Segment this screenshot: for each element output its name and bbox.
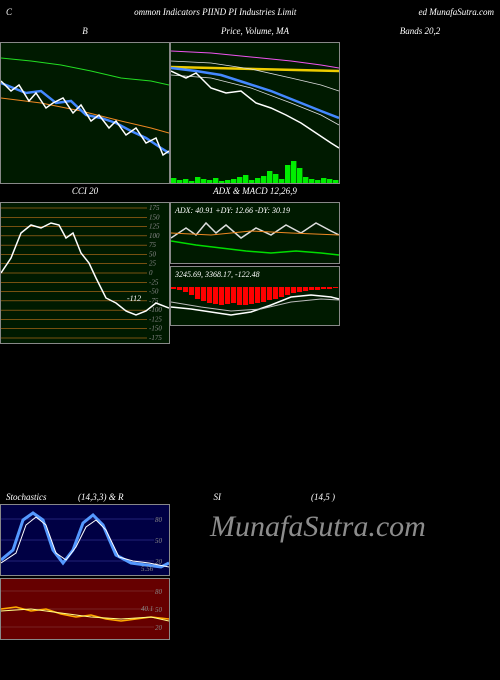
volume-ma-chart bbox=[170, 42, 340, 184]
adx-macd-stack: ADX: 40.91 +DY: 12.66 -DY: 30.19 3245.69… bbox=[170, 202, 340, 344]
svg-text:175: 175 bbox=[149, 204, 160, 212]
si-params: (14,5 ) bbox=[311, 492, 335, 502]
rsi-chart: 80 50 20 40.1 bbox=[0, 578, 170, 640]
empty-cell-2 bbox=[340, 184, 500, 202]
svg-text:80: 80 bbox=[155, 516, 163, 524]
svg-text:40.1: 40.1 bbox=[141, 605, 153, 613]
title-price-vol-ma: Price, Volume, MA bbox=[170, 24, 340, 42]
empty-cell-1 bbox=[340, 42, 500, 184]
svg-text:150: 150 bbox=[149, 213, 160, 221]
svg-text:125: 125 bbox=[149, 223, 160, 231]
svg-text:100: 100 bbox=[149, 232, 160, 240]
svg-text:50: 50 bbox=[155, 537, 163, 545]
svg-text:-25: -25 bbox=[149, 278, 159, 286]
title-b: B bbox=[0, 24, 170, 42]
stoch-params: (14,3,3) & R bbox=[78, 492, 124, 502]
svg-text:50: 50 bbox=[155, 606, 163, 614]
cci-chart: 1751501251007550250-25-50-75-100-125-150… bbox=[0, 202, 170, 344]
si-label: SI bbox=[214, 492, 222, 502]
svg-text:5.56: 5.56 bbox=[141, 565, 154, 573]
stoch-label: Stochastics bbox=[6, 492, 47, 502]
stochastics-section: Stochastics (14,3,3) & R SI (14,5 ) 80 50… bbox=[0, 490, 500, 640]
svg-text:-50: -50 bbox=[149, 288, 159, 296]
title-cci: CCI 20 bbox=[0, 184, 170, 202]
svg-text:-150: -150 bbox=[149, 325, 162, 333]
svg-text:3245.69, 3368.17, -122.48: 3245.69, 3368.17, -122.48 bbox=[174, 270, 260, 279]
svg-text:50: 50 bbox=[149, 250, 157, 258]
header-mid: ommon Indicators PIIND PI Industries Lim… bbox=[134, 7, 296, 17]
header-right: ed MunafaSutra.com bbox=[418, 7, 494, 17]
svg-text:-175: -175 bbox=[149, 334, 162, 342]
chart-grid: B Price, Volume, MA Bands 20,2 CCI 20 AD… bbox=[0, 24, 500, 344]
empty-cell-3 bbox=[340, 202, 500, 344]
title-bands: Bands 20,2 bbox=[340, 24, 500, 42]
macd-chart: 3245.69, 3368.17, -122.48 bbox=[170, 266, 340, 326]
adx-chart: ADX: 40.91 +DY: 12.66 -DY: 30.19 bbox=[170, 202, 340, 264]
svg-text:-125: -125 bbox=[149, 315, 162, 323]
price-chart bbox=[0, 42, 170, 184]
stochastics-chart: 8050205.56 bbox=[0, 504, 170, 576]
svg-text:0: 0 bbox=[149, 269, 153, 277]
title-adx-macd: ADX & MACD 12,26,9 bbox=[170, 184, 340, 202]
svg-text:80: 80 bbox=[155, 588, 163, 596]
svg-text:ADX: 40.91 +DY: 12.66 -DY: 30: ADX: 40.91 +DY: 12.66 -DY: 30.19 bbox=[174, 206, 290, 215]
page-header: C ommon Indicators PIIND PI Industries L… bbox=[0, 0, 500, 24]
header-left: C bbox=[6, 7, 12, 17]
svg-text:75: 75 bbox=[149, 241, 157, 249]
svg-text:-112: -112 bbox=[127, 294, 141, 303]
svg-text:20: 20 bbox=[155, 624, 163, 632]
svg-text:25: 25 bbox=[149, 260, 157, 268]
